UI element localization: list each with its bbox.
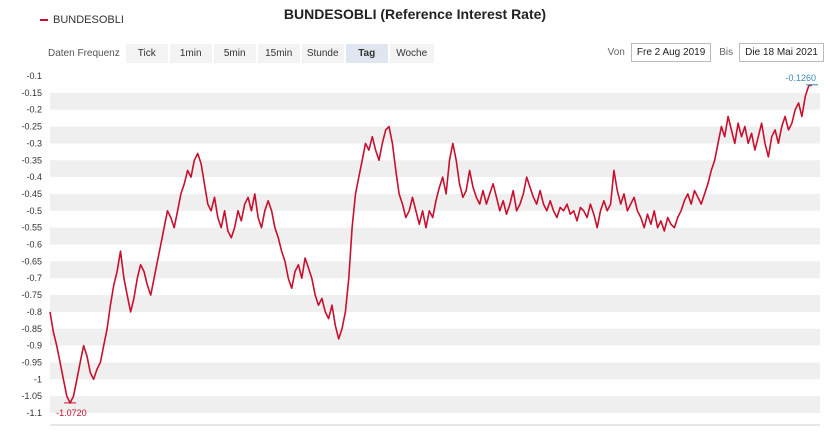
from-date-input[interactable]: Fre 2 Aug 2019: [630, 43, 712, 62]
grid-band: [50, 362, 820, 380]
to-label: Bis: [719, 47, 734, 58]
y-tick-label: -0.6: [26, 240, 42, 250]
y-tick-label: -0.2: [26, 105, 42, 115]
grid-bands: [50, 92, 820, 413]
y-tick-label: -0.65: [21, 256, 42, 266]
y-tick-label: -0.45: [21, 189, 42, 199]
grid-band: [50, 92, 820, 110]
frequency-label: Daten Frequenz: [48, 48, 120, 59]
y-tick-label: -0.85: [21, 324, 42, 334]
to-date-input[interactable]: Die 18 Mai 2021: [739, 43, 824, 62]
frequency-tick-button[interactable]: Tick: [125, 44, 168, 63]
frequency-5min-button[interactable]: 5min: [213, 44, 256, 63]
frequency-toolbar: Daten Frequenz Tick 1min 5min 15min Stun…: [48, 44, 436, 63]
grid-band: [50, 396, 820, 413]
series-line: [49, 84, 813, 404]
legend-label: BUNDESOBLI: [53, 14, 124, 26]
max-label: -0.1260: [785, 73, 816, 83]
legend-swatch: [40, 19, 48, 21]
y-axis: -0.1 -0.15 -0.2 -0.25 -0.3 -0.35 -0.4 -0.45 -0.5…: [21, 71, 42, 418]
y-tick-label: -0.55: [21, 223, 42, 233]
y-tick-label: -1.1: [26, 408, 42, 418]
y-tick-label: -1: [34, 374, 42, 384]
y-tick-label: -1.05: [21, 391, 42, 401]
y-tick-label: -0.3: [26, 138, 42, 148]
y-tick-label: -0.8: [26, 307, 42, 317]
date-range: Von Fre 2 Aug 2019 Bis Die 18 Mai 2021: [600, 43, 824, 62]
y-tick-label: -0.5: [26, 206, 42, 216]
y-tick-label: -0.1: [26, 71, 42, 81]
grid-band: [50, 261, 820, 279]
frequency-15min-button[interactable]: 15min: [257, 44, 300, 63]
grid-band: [50, 227, 820, 245]
y-tick-label: -0.15: [21, 88, 42, 98]
y-tick-label: -0.4: [26, 172, 42, 182]
y-tick-label: -0.75: [21, 290, 42, 300]
y-tick-label: -0.25: [21, 122, 42, 132]
frequency-day-button[interactable]: Tag: [345, 44, 388, 63]
frequency-1min-button[interactable]: 1min: [169, 44, 212, 63]
grid-band: [50, 328, 820, 346]
min-label: -1.0720: [56, 408, 87, 418]
from-label: Von: [607, 47, 625, 58]
y-tick-label: -0.95: [21, 357, 42, 367]
annotations: -0.1260 -1.0720: [56, 73, 818, 418]
y-tick-label: -0.9: [26, 341, 42, 351]
grid-band: [50, 295, 820, 312]
frequency-week-button[interactable]: Woche: [389, 44, 434, 63]
legend: BUNDESOBLI: [40, 14, 124, 26]
grid-band: [50, 160, 820, 178]
grid-band: [50, 126, 820, 144]
series-lines: [49, 84, 813, 404]
frequency-hour-button[interactable]: Stunde: [301, 44, 344, 63]
chart-title: BUNDESOBLI (Reference Interest Rate): [283, 6, 547, 22]
y-tick-label: -0.7: [26, 273, 42, 283]
y-tick-label: -0.35: [21, 155, 42, 165]
